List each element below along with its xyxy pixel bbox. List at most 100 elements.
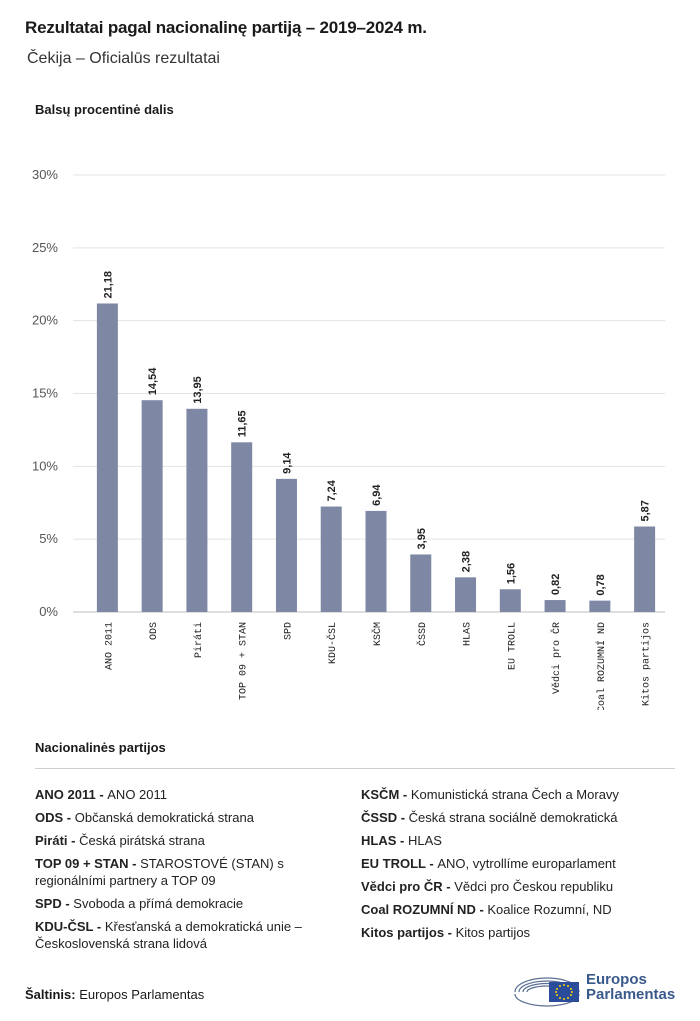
data-label: 14,54 <box>147 367 159 395</box>
data-label: 2,38 <box>461 551 473 572</box>
x-tick-label: TOP 09 + STAN <box>239 622 250 700</box>
data-label: 7,24 <box>326 479 338 501</box>
x-tick-label: Piráti <box>193 622 205 658</box>
x-tick-label: ČSSD <box>415 622 429 646</box>
bar <box>231 442 253 612</box>
logo-text: Europos Parlamentas <box>586 972 675 1002</box>
legend-abbr: KSČM - <box>361 787 411 802</box>
legend-item: ODS - Občanská demokratická strana <box>35 809 335 826</box>
data-label: 5,87 <box>640 500 652 521</box>
x-tick-label: Vědci pro ČR <box>549 622 563 694</box>
bar <box>141 400 163 612</box>
page-title: Rezultatai pagal nacionalinę partiją – 2… <box>25 18 427 37</box>
legend-fullname: Koalice Rozumní, ND <box>487 902 612 917</box>
legend-fullname: Komunistická strana Čech a Moravy <box>410 787 619 802</box>
bar <box>365 510 387 612</box>
legend-abbr: ANO 2011 - <box>35 787 108 802</box>
x-tick-label: KSČM <box>370 622 384 646</box>
legend-fullname: Svoboda a přímá demokracie <box>73 896 244 911</box>
y-tick-label: 15% <box>32 386 58 401</box>
legend-abbr: ODS - <box>35 810 75 825</box>
logo-text-line2: Parlamentas <box>586 986 676 1003</box>
bar <box>410 554 432 612</box>
legend-column-right: KSČM - Komunistická strana Čech a Moravy… <box>361 786 681 947</box>
y-tick-label: 30% <box>32 167 58 182</box>
y-tick-label: 10% <box>32 458 58 473</box>
source-label: Šaltinis: <box>25 987 76 1002</box>
y-axis-label: Balsų procentinė dalis <box>35 102 174 117</box>
legend-item: Piráti - Česká pirátská strana <box>35 832 335 849</box>
data-label: 9,14 <box>281 452 293 474</box>
bar <box>96 303 118 612</box>
x-tick-label: ODS <box>149 622 160 640</box>
legend-fullname: Občanská demokratická strana <box>74 810 254 825</box>
bar <box>499 589 521 612</box>
page-subtitle: Čekija – Oficialūs rezultatai <box>27 50 220 67</box>
source-note: Šaltinis: Europos Parlamentas <box>25 987 204 1002</box>
legend-abbr: HLAS - <box>361 833 408 848</box>
legend-abbr: ČSSD - <box>361 810 409 825</box>
x-tick-label: EU TROLL <box>507 622 518 670</box>
y-tick-label: 5% <box>39 531 58 546</box>
x-tick-label: Kitos partijos <box>641 622 653 706</box>
legend-divider <box>35 768 675 769</box>
x-tick-label: SPD <box>283 622 294 640</box>
x-tick-label: ANO 2011 <box>104 622 115 670</box>
data-label: 21,18 <box>102 271 114 299</box>
bar <box>455 577 477 612</box>
legend-fullname: STAROSTOVÉ (STAN) s regionálními partner… <box>35 856 284 888</box>
y-tick-label: 25% <box>32 240 58 255</box>
source-value: Europos Parlamentas <box>79 987 205 1002</box>
legend-abbr: Vědci pro ČR - <box>361 879 455 894</box>
legend-fullname: ANO 2011 <box>107 787 168 802</box>
legend-abbr: Piráti - <box>35 833 80 848</box>
legend-item: Kitos partijos - Kitos partijos <box>361 924 681 941</box>
legend-fullname: HLAS <box>407 833 442 848</box>
x-tick-label: KDU-ČSL <box>325 622 339 664</box>
legend-abbr: EU TROLL - <box>361 856 438 871</box>
x-tick-label: HLAS <box>463 622 474 646</box>
legend-fullname: Křesťanská a demokratická unie – Českosl… <box>35 919 302 951</box>
y-tick-label: 0% <box>39 604 58 619</box>
legend-item: EU TROLL - ANO, vytrollíme europarlament <box>361 855 681 872</box>
data-label: 11,65 <box>237 410 249 437</box>
legend-item: TOP 09 + STAN - STAROSTOVÉ (STAN) s regi… <box>35 855 335 889</box>
data-label: 13,95 <box>192 376 204 404</box>
data-label: 1,56 <box>505 563 517 584</box>
legend-abbr: TOP 09 + STAN - <box>35 856 141 871</box>
legend-column-left: ANO 2011 - ANO 2011 ODS - Občanská demokr… <box>35 786 335 958</box>
legend-item: KDU-ČSL - Křesťanská a demokratická unie… <box>35 918 335 952</box>
legend-fullname: Česká strana sociálně demokratická <box>408 810 618 825</box>
data-label: 6,94 <box>371 484 383 506</box>
bar <box>544 600 566 612</box>
legend-fullname: Vědci pro Českou republiku <box>454 879 614 894</box>
data-label: 0,78 <box>595 574 607 595</box>
bar <box>275 478 297 612</box>
legend-item: SPD - Svoboda a přímá demokracie <box>35 895 335 912</box>
legend-fullname: ANO, vytrollíme europarlament <box>437 856 616 871</box>
legend-abbr: KDU-ČSL - <box>35 919 105 934</box>
bar <box>186 408 208 612</box>
y-tick-label: 20% <box>32 313 58 328</box>
bar <box>320 506 342 612</box>
bar <box>589 600 611 612</box>
legend-item: ČSSD - Česká strana sociálně demokratick… <box>361 809 681 826</box>
x-tick-label: Coal ROZUMNÍ ND <box>594 622 608 710</box>
data-label: 3,95 <box>416 528 428 549</box>
bar-chart: 0% 5% 10% 15% 20% 25% 30% 21,18 ANO 2011 14,54 ODS… <box>32 167 665 710</box>
legend-overflow-mask <box>30 948 340 960</box>
legend-item: KSČM - Komunistická strana Čech a Moravy <box>361 786 681 803</box>
legend-abbr: Kitos partijos - <box>361 925 456 940</box>
legend-fullname: Kitos partijos <box>455 925 531 940</box>
legend-abbr: Coal ROZUMNÍ ND - <box>361 902 488 917</box>
logo-text-line1: Europos <box>586 971 647 988</box>
legend-fullname: Česká pirátská strana <box>79 833 205 848</box>
legend-item: Vědci pro ČR - Vědci pro Českou republik… <box>361 878 681 895</box>
european-parliament-logo <box>514 977 580 1007</box>
legend-title: Nacionalinės partijos <box>35 740 166 755</box>
legend-abbr: SPD - <box>35 896 74 911</box>
legend-item: ANO 2011 - ANO 2011 <box>35 786 335 803</box>
data-label: 0,82 <box>550 574 562 595</box>
legend-item: Coal ROZUMNÍ ND - Koalice Rozumní, ND <box>361 901 681 918</box>
bar <box>634 526 656 612</box>
